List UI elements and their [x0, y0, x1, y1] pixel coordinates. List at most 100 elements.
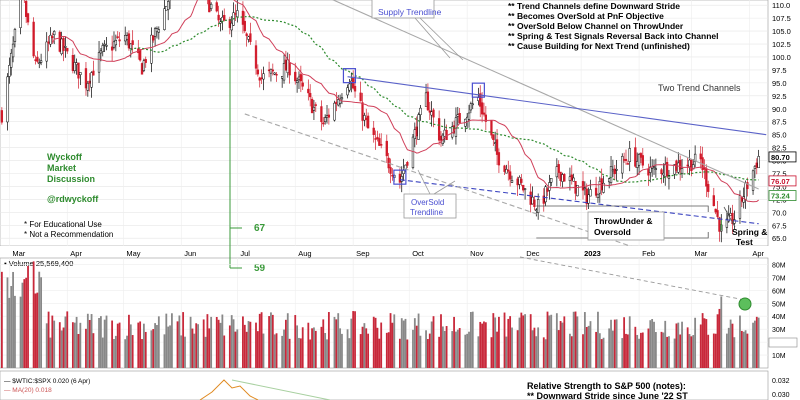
candle-body: [705, 168, 708, 187]
volume-bar: [490, 337, 493, 368]
candle-body: [105, 45, 108, 47]
volume-bar: [337, 313, 340, 368]
volume-bar: [574, 311, 577, 368]
volume-bar: [505, 336, 508, 368]
date-axis-strip: [0, 246, 800, 258]
candle-body: [424, 92, 428, 107]
volume-bar: [126, 335, 128, 368]
candle-body: [417, 114, 420, 140]
volume-bar: [664, 320, 667, 368]
volume-bar: [268, 316, 270, 368]
candle-body: [380, 144, 383, 146]
volume-bar: [498, 316, 500, 368]
volume-bar: [524, 314, 526, 368]
volume-bar: [58, 322, 61, 368]
candle-body: [510, 179, 514, 183]
oversold-label-1: OverSold: [411, 198, 444, 207]
candle-body: [716, 210, 719, 217]
volume-bar: [641, 332, 644, 368]
volume-bar: [550, 314, 553, 368]
volume-bar: [322, 319, 325, 368]
volume-bar: [352, 311, 355, 368]
volume-bar: [739, 315, 741, 368]
volume-bar: [116, 323, 119, 368]
volume-bar: [612, 330, 614, 368]
price-tick-label: 65.0: [772, 234, 787, 243]
candle-body: [546, 188, 549, 192]
volume-bar: [313, 327, 315, 368]
candle-body: [73, 62, 76, 72]
volume-bar: [701, 313, 704, 368]
volume-bar: [602, 337, 605, 368]
candle-body: [637, 154, 641, 166]
volume-label: ▪ Volume 25,569,400: [4, 259, 73, 268]
candle-body: [157, 29, 160, 33]
candle-body: [518, 176, 521, 185]
volume-bar: [563, 316, 566, 368]
candle-body: [662, 172, 665, 176]
candle-body: [366, 115, 370, 129]
volume-bar: [210, 316, 213, 368]
candle-body: [208, 0, 211, 13]
volume-bar: [443, 330, 446, 368]
volume-bar: [21, 282, 24, 368]
volume-bar: [754, 320, 756, 368]
volume-bar: [428, 333, 431, 368]
volume-bar: [413, 318, 416, 368]
candle-body: [101, 45, 104, 52]
volume-bar: [417, 313, 420, 368]
volume-bar: [654, 332, 657, 368]
candle-body: [129, 43, 132, 49]
volume-bar: [595, 331, 597, 368]
channel-touch-marker: [342, 68, 357, 84]
volume-bar: [51, 315, 54, 368]
note-line: ** OverSold Below Channel on ThrowUnder: [508, 21, 684, 31]
volume-bar: [255, 322, 257, 368]
candle-body: [348, 83, 351, 91]
candle-body: [602, 182, 605, 193]
candle-body: [335, 101, 338, 104]
volume-bar: [27, 265, 29, 368]
candle-body: [114, 40, 118, 46]
volume-bar: [380, 322, 383, 368]
note-line: ** Spring & Test Signals Reversal Back i…: [508, 31, 719, 41]
volume-bar: [169, 325, 171, 368]
price-tick-label: 87.5: [772, 118, 787, 127]
volume-bar: [615, 319, 618, 368]
volume-bar: [157, 316, 160, 368]
volume-bar: [425, 330, 427, 368]
candle-body: [256, 69, 260, 75]
candle-body: [245, 33, 248, 37]
volume-bar: [301, 327, 304, 368]
volume-bar: [156, 324, 158, 368]
candle-body: [718, 217, 721, 232]
candle-body: [391, 174, 394, 177]
volume-bar: [419, 335, 422, 368]
candle-body: [90, 72, 93, 88]
candle-body: [269, 68, 273, 74]
candle-body: [757, 156, 760, 169]
volume-bar: [71, 322, 74, 368]
volume-bar: [703, 318, 706, 368]
volume-bar: [681, 321, 683, 368]
volume-bar: [85, 328, 87, 368]
candle-body: [725, 218, 729, 228]
volume-bar: [389, 313, 392, 368]
volume-bar: [40, 277, 43, 368]
wyckoff-label-1: Wyckoff: [47, 152, 83, 162]
candle-body: [221, 16, 224, 22]
candle-body: [636, 161, 639, 168]
candle-body: [236, 10, 239, 18]
month-label: Mar: [694, 249, 707, 258]
candle-body: [570, 174, 573, 181]
candle-body: [314, 104, 317, 106]
candle-body: [325, 115, 329, 118]
candle-body: [217, 14, 220, 21]
candle-body: [413, 129, 416, 139]
volume-bar: [398, 338, 401, 368]
volume-bar: [589, 321, 592, 368]
price-tag-label: 80.70: [771, 153, 790, 162]
candle-body: [419, 107, 422, 115]
volume-bar: [393, 314, 396, 368]
throwunder-bracket: [536, 205, 709, 212]
